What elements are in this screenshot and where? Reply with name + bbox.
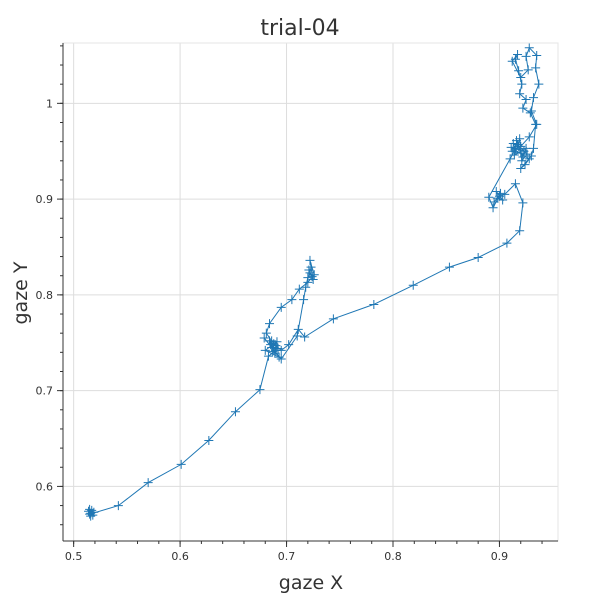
data-point-marker [520, 160, 530, 170]
data-point-marker [268, 346, 278, 356]
data-point-marker [271, 341, 281, 351]
data-point-marker [488, 203, 498, 213]
data-point-marker [517, 79, 527, 89]
data-point-marker [113, 501, 123, 511]
y-tick-label: 1 [46, 97, 53, 110]
data-point-marker [263, 351, 273, 361]
data-point-marker [294, 284, 304, 294]
y-tick-label: 0.7 [36, 385, 54, 398]
data-point-marker [293, 324, 303, 334]
data-point-marker [516, 72, 526, 82]
data-point-marker [491, 186, 501, 196]
data-point-marker [306, 262, 316, 272]
data-point-marker [270, 348, 280, 358]
data-point-marker [86, 511, 96, 521]
data-point-marker [515, 89, 525, 99]
data-point-marker [408, 280, 418, 290]
data-point-marker [507, 56, 517, 66]
data-point-marker [516, 163, 526, 173]
data-point-marker [369, 299, 379, 309]
data-point-marker [534, 79, 544, 89]
x-tick-label: 0.5 [65, 550, 83, 563]
data-point-marker [521, 95, 531, 105]
x-tick-label: 0.8 [384, 550, 402, 563]
data-point-marker [526, 106, 536, 116]
data-point-marker [532, 50, 542, 60]
data-point-marker [328, 314, 338, 324]
data-point-marker [505, 154, 515, 164]
data-point-marker [87, 505, 97, 515]
data-point-marker [230, 407, 240, 417]
data-point-marker [473, 253, 483, 263]
data-point-marker [513, 49, 523, 59]
data-point-marker [259, 333, 269, 343]
x-tick-label: 0.7 [278, 550, 296, 563]
data-point-marker [498, 195, 508, 205]
data-point-marker [531, 63, 541, 73]
data-point-marker [267, 336, 277, 346]
data-point-marker [255, 385, 265, 395]
grid-lines [63, 43, 558, 541]
data-point-marker [299, 295, 309, 305]
data-point-marker [496, 188, 506, 198]
data-point-marker [502, 238, 512, 248]
data-point-marker [265, 319, 275, 329]
data-point-marker [444, 262, 454, 272]
data-point-marker [521, 51, 531, 61]
data-point-marker [518, 198, 528, 208]
x-axis-title: gaze X [279, 572, 343, 594]
series-layer [84, 43, 544, 521]
data-point-marker [514, 66, 524, 76]
axes: 0.5 0.6 0.7 0.8 0.9 0.6 0.7 0.8 0.9 1 [36, 43, 558, 563]
data-point-marker [287, 295, 297, 305]
data-point-marker [274, 352, 284, 362]
data-point-marker [276, 302, 286, 312]
data-point-marker [143, 478, 153, 488]
data-point-marker [309, 270, 319, 280]
data-point-marker [516, 141, 526, 151]
data-point-marker [524, 132, 534, 142]
data-point-marker [261, 328, 271, 338]
x-tick-label: 0.6 [171, 550, 189, 563]
data-point-marker [506, 142, 516, 152]
data-point-marker [176, 459, 186, 469]
data-point-marker [524, 43, 534, 53]
chart-title: trial-04 [260, 16, 339, 41]
data-point-marker [518, 103, 528, 113]
data-point-marker [276, 345, 286, 355]
data-point-marker [523, 65, 533, 75]
data-point-marker [305, 255, 315, 265]
data-point-marker [529, 143, 539, 153]
data-point-marker [515, 226, 525, 236]
data-point-marker [525, 108, 535, 118]
series-markers [84, 43, 544, 521]
data-point-marker [500, 189, 510, 199]
data-point-marker [509, 150, 519, 160]
data-point-marker [489, 197, 499, 207]
y-tick-label: 0.8 [36, 289, 54, 302]
data-point-marker [519, 146, 529, 156]
data-point-marker [292, 331, 302, 341]
data-point-marker [303, 277, 313, 287]
data-point-marker [510, 179, 520, 189]
data-point-marker [515, 134, 525, 144]
y-tick-label: 0.6 [36, 480, 54, 493]
data-point-marker [301, 282, 311, 292]
data-point-marker [529, 93, 539, 103]
x-tick-label: 0.9 [491, 550, 509, 563]
data-point-marker [484, 192, 494, 202]
y-tick-label: 0.9 [36, 193, 54, 206]
data-point-marker [300, 332, 310, 342]
y-axis-title: gaze Y [10, 261, 32, 324]
data-point-marker [532, 119, 542, 129]
data-point-marker [260, 345, 270, 355]
data-point-marker [276, 354, 286, 364]
data-point-marker [284, 340, 294, 350]
data-point-marker [507, 146, 517, 156]
data-point-marker [308, 275, 318, 285]
data-point-marker [204, 435, 214, 445]
data-point-marker [526, 151, 536, 161]
data-point-marker [85, 509, 95, 519]
